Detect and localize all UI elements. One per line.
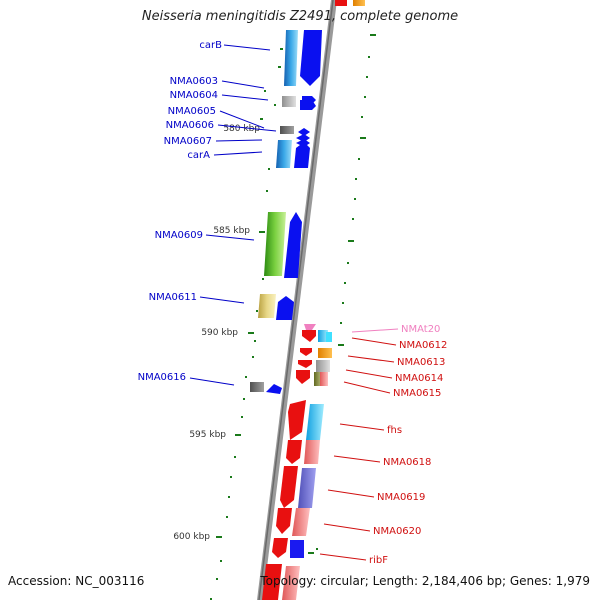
genome-backbone <box>257 0 337 600</box>
gene-arrow-nma0611 <box>276 296 294 320</box>
scale-label-580: 580 kbp <box>223 124 260 134</box>
reverse-gene-labels: NMAt20 NMA0612 NMA0613 NMA0614 NMA0615 f… <box>369 324 447 566</box>
gene-label-nma0616: NMA0616 <box>138 372 186 383</box>
gene-arrow-nma0609 <box>284 212 302 278</box>
gene-block-carA-cog <box>276 140 292 168</box>
gene-arrow-bottom <box>262 564 282 600</box>
scale-label-600: 600 kbp <box>173 532 210 542</box>
gene-label-nma0620: NMA0620 <box>373 526 421 537</box>
gene-arrow-nma0606 <box>298 128 310 136</box>
forward-gene-labels: carB NMA0603 NMA0604 NMA0605 NMA0606 NMA… <box>138 40 223 383</box>
gene-block-bottom <box>282 566 300 600</box>
gene-block-nma0611 <box>258 294 276 318</box>
forward-leader-lines <box>189 44 277 386</box>
scale-label-585: 585 kbp <box>213 226 250 236</box>
topology-text: Topology: circular; Length: 2,184,406 bp… <box>260 574 590 588</box>
gene-label-carB: carB <box>199 40 222 51</box>
gene-label-nma0603: NMA0603 <box>170 76 218 87</box>
inner-ruler-ticks <box>210 48 283 600</box>
gene-label-nma0615: NMA0615 <box>393 388 441 399</box>
gene-arrow-nma0607a <box>296 134 310 142</box>
gene-block-nma0615-pink <box>320 372 328 386</box>
reverse-leader-lines <box>319 328 399 561</box>
gene-arrow-ribF <box>272 538 288 558</box>
gene-label-ribF: ribF <box>369 555 388 566</box>
gene-block-nmat20 <box>304 324 316 330</box>
gene-label-nma0607: NMA0607 <box>164 136 212 147</box>
gene-block-nma0620 <box>292 508 310 536</box>
map-title: Neisseria meningitidis Z2491, complete g… <box>141 9 459 24</box>
gene-arrow-nma0616 <box>266 384 282 394</box>
gene-block-nma0609 <box>264 212 286 276</box>
gene-arrow-nma0618 <box>286 440 302 464</box>
gene-label-nma0612: NMA0612 <box>399 340 447 351</box>
gene-block-nmat20-cog <box>318 330 328 342</box>
gene-label-nma0614: NMA0614 <box>395 373 443 384</box>
gene-arrow-nma0604 <box>300 100 316 110</box>
gene-label-nma0604: NMA0604 <box>170 90 218 101</box>
gene-label-nma0611: NMA0611 <box>149 292 197 303</box>
gene-arrow-carB <box>300 30 322 86</box>
gene-label-nma0606: NMA0606 <box>166 120 214 131</box>
gene-block-top-orange <box>353 0 365 6</box>
gene-block-nma0613 <box>318 348 332 358</box>
scale-labels: 580 kbp 585 kbp 590 kbp 595 kbp 600 kbp <box>173 124 260 542</box>
reverse-gene-blocks <box>262 324 332 600</box>
gene-label-nma0613: NMA0613 <box>397 357 445 368</box>
gene-label-nmat20: NMAt20 <box>401 324 440 335</box>
gene-label-fhs: fhs <box>387 425 402 436</box>
gene-block-top-red <box>335 0 347 6</box>
gene-label-nma0609: NMA0609 <box>155 230 203 241</box>
gene-block-fhs <box>306 404 324 440</box>
gene-block-nma0615-olive <box>314 372 322 386</box>
gene-arrow-nma0620 <box>276 508 292 534</box>
gene-block-carB-cog <box>284 30 298 86</box>
accession-text: Accession: NC_003116 <box>8 574 145 588</box>
gene-arrow-nma0615 <box>296 370 310 384</box>
gene-block-nmat20-cog2 <box>326 332 332 342</box>
gene-block-nma0614 <box>316 360 330 372</box>
gene-block-nma0606 <box>280 126 294 134</box>
top-partial-ruler <box>236 22 276 30</box>
gene-arrow-nma0614 <box>298 360 312 368</box>
gene-block-nma0616 <box>250 382 264 392</box>
scale-label-590: 590 kbp <box>201 328 238 338</box>
forward-gene-blocks <box>250 0 365 394</box>
gene-arrow-carA <box>294 142 310 168</box>
gene-block-nma0603 <box>282 96 296 107</box>
outer-ruler-ticks <box>308 34 376 554</box>
gene-label-nma0605: NMA0605 <box>168 106 216 117</box>
gene-label-nma0619: NMA0619 <box>377 492 425 503</box>
gene-arrow-nma0613 <box>300 348 312 356</box>
gene-arrow-nma0619 <box>280 466 298 508</box>
gene-arrow-fhs <box>288 400 306 440</box>
gene-label-nma0618: NMA0618 <box>383 457 431 468</box>
gene-block-ribF <box>290 540 304 558</box>
scale-label-595: 595 kbp <box>189 430 226 440</box>
gene-arrow-nma0612 <box>302 330 316 342</box>
gene-block-nma0619 <box>298 468 316 508</box>
gene-block-nma0618 <box>304 440 320 464</box>
gene-label-carA: carA <box>187 150 210 161</box>
